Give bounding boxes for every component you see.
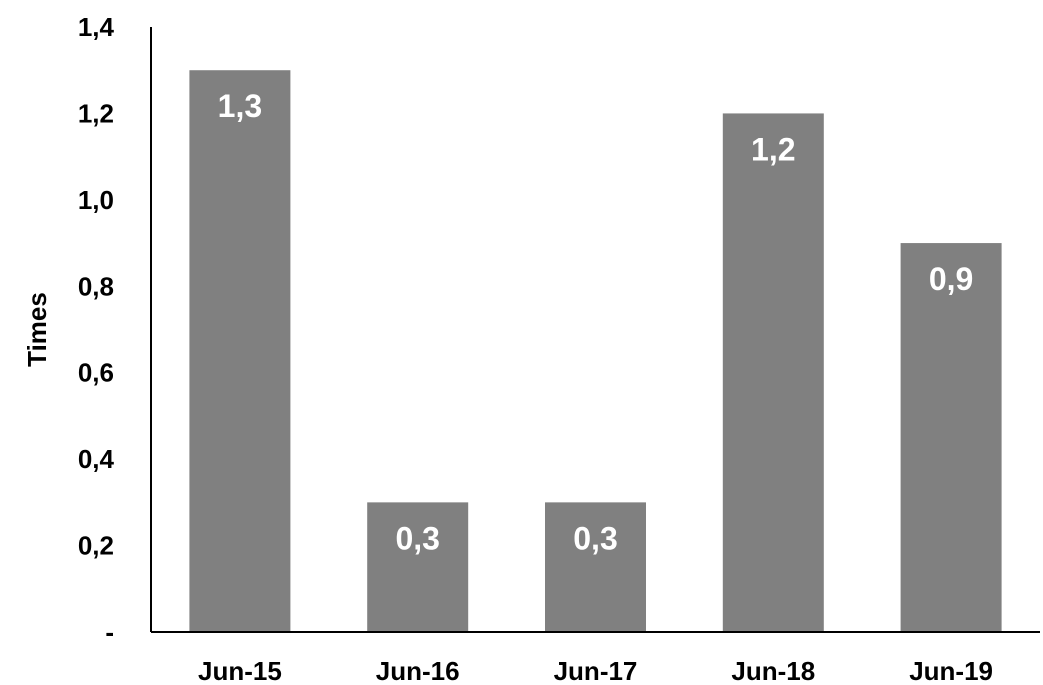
bar-jun-19 <box>900 243 1002 633</box>
bar-jun-18 <box>722 113 824 632</box>
data-label-group: 1,3 0,3 0,3 1,2 0,9 <box>218 88 974 556</box>
bar-jun-16 <box>367 502 469 632</box>
y-tick-label: 0,8 <box>78 271 114 301</box>
data-label-jun-19: 0,9 <box>929 261 973 297</box>
x-tick-label: Jun-16 <box>376 656 460 685</box>
x-tick-label-group: Jun-15 Jun-16 Jun-17 Jun-18 Jun-19 <box>198 656 993 685</box>
y-axis-title: Times <box>22 292 52 367</box>
data-label-jun-15: 1,3 <box>218 88 262 124</box>
y-tick-label: 1,0 <box>78 185 114 215</box>
data-label-jun-17: 0,3 <box>573 520 617 556</box>
y-tick-label: 1,2 <box>78 98 114 128</box>
bar-group <box>189 70 1002 633</box>
x-tick-label: Jun-17 <box>554 656 638 685</box>
x-tick-label: Jun-19 <box>909 656 993 685</box>
data-label-jun-18: 1,2 <box>751 131 795 167</box>
y-tick-label: 0,6 <box>78 358 114 388</box>
y-tick-label-group: - 0,2 0,4 0,6 0,8 1,0 1,2 1,4 <box>78 12 115 647</box>
bar-jun-15 <box>189 70 291 632</box>
bar-jun-17 <box>545 502 646 632</box>
x-tick-label: Jun-18 <box>731 656 815 685</box>
x-tick-label: Jun-15 <box>198 656 282 685</box>
y-tick-label: 0,2 <box>78 531 114 561</box>
y-tick-label: - <box>105 617 114 647</box>
y-tick-label: 0,4 <box>78 444 115 474</box>
y-tick-label: 1,4 <box>78 12 115 42</box>
data-label-jun-16: 0,3 <box>395 520 439 556</box>
